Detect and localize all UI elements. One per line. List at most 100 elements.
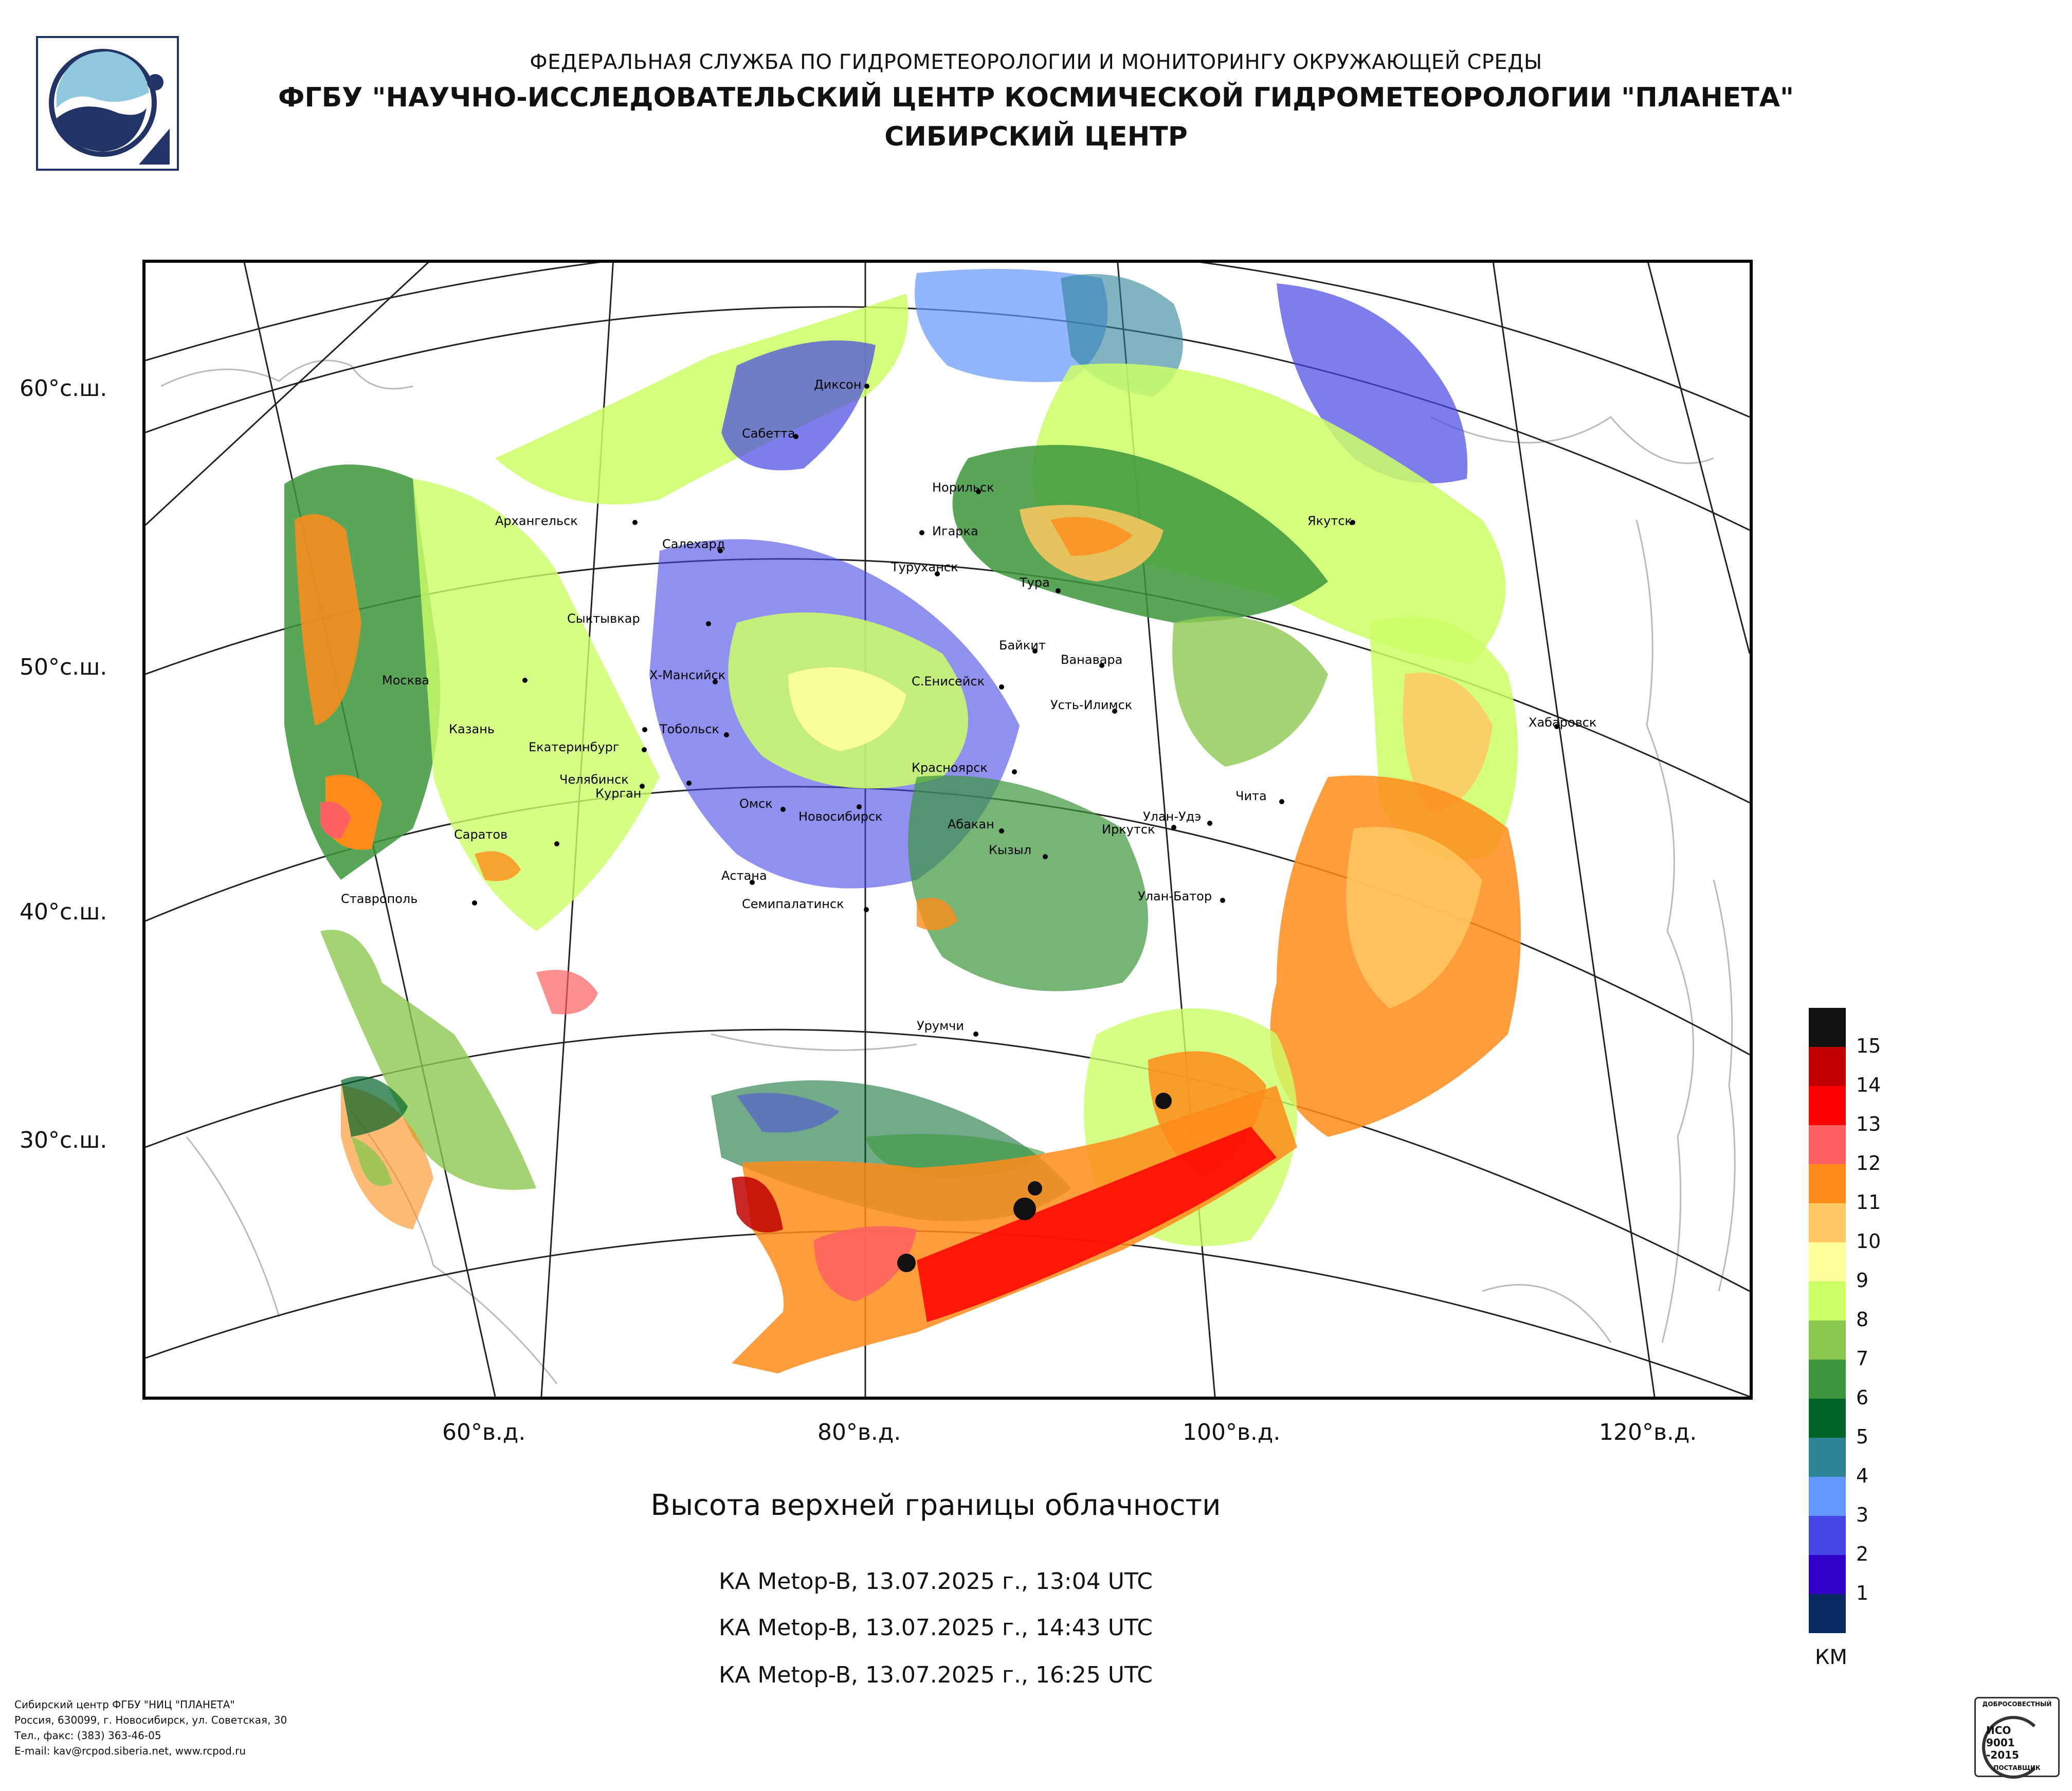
city-label: Астана [721, 869, 767, 883]
legend-label: 1 [1856, 1582, 1869, 1604]
city-label: Новосибирск [798, 809, 883, 824]
legend-swatch [1809, 1047, 1846, 1086]
map-canvas: Архангельск Сыктывкар Москва Казань Екатерин… [146, 263, 1750, 1397]
city-dot [1554, 724, 1559, 729]
city-dot [1099, 663, 1104, 668]
legend-swatch [1809, 1438, 1846, 1477]
city-dot [472, 900, 477, 906]
city-dot [1043, 854, 1048, 859]
legend-swatch [1809, 1516, 1846, 1555]
city-dot [919, 530, 924, 535]
cert-l2: 9001 [1986, 1736, 2015, 1749]
lon-label-80: 80°в.д. [817, 1419, 901, 1445]
city-labels: Архангельск Сыктывкар Москва Казань Екатерин… [341, 377, 1596, 1037]
product-title: Высота верхней границы облачности [650, 1489, 1221, 1522]
city-label: Екатеринбург [529, 740, 619, 754]
pass-3: КА Metop-B, 13.07.2025 г., 16:25 UTC [719, 1662, 1153, 1688]
footer-email: E-mail: kav@rcpod.siberia.net, www.rcpod… [14, 1745, 246, 1757]
legend-swatch [1809, 1477, 1846, 1516]
lat-label-60: 60°с.ш. [20, 375, 107, 402]
city-dot [640, 784, 645, 789]
legend-label: 4 [1856, 1464, 1869, 1487]
city-label: Челябинск [559, 772, 629, 787]
footer-address: Россия, 630099, г. Новосибирск, ул. Сове… [14, 1714, 287, 1726]
cloud-patches [284, 269, 1521, 1373]
iso-certificate-badge: ДОБРОСОВЕСТНЫЙ ИСО 9001 -2015 ПОСТАВЩИК [1974, 1697, 2060, 1779]
city-dot [1220, 898, 1225, 903]
legend-label: 10 [1856, 1230, 1881, 1253]
city-dot [713, 679, 718, 684]
city-label: Москва [382, 673, 429, 688]
city-label: Чита [1235, 789, 1267, 803]
footer-phone: Тел., факс: (383) 363-46-05 [14, 1729, 161, 1742]
planeta-logo [36, 36, 179, 171]
legend-swatch [1809, 1008, 1846, 1047]
city-dot [935, 571, 940, 576]
city-dot [724, 732, 729, 737]
pass-1: КА Metop-B, 13.07.2025 г., 13:04 UTC [719, 1568, 1153, 1595]
lon-label-120: 120°в.д. [1599, 1419, 1697, 1445]
city-dot [718, 548, 723, 553]
city-label: Сыктывкар [567, 611, 640, 626]
lat-label-30: 30°с.ш. [20, 1127, 107, 1153]
city-label: Казань [449, 722, 495, 736]
city-dot [857, 804, 862, 809]
cert-c-mark [1982, 1716, 2045, 1779]
header-institute: ФГБУ "НАУЧНО-ИССЛЕДОВАТЕЛЬСКИЙ ЦЕНТР КОС… [278, 82, 1794, 113]
city-label: Тура [1019, 575, 1050, 590]
city-dot [780, 807, 786, 812]
lon-label-60: 60°в.д. [442, 1419, 526, 1445]
city-dot [864, 384, 869, 389]
legend-swatch [1809, 1086, 1846, 1125]
cert-top: ДОБРОСОВЕСТНЫЙ [1982, 1700, 2052, 1708]
legend-swatch [1809, 1125, 1846, 1164]
legend-swatch [1809, 1320, 1846, 1360]
city-label: Семипалатинск [742, 897, 844, 911]
city-label: Урумчи [917, 1019, 964, 1033]
legend-label: 11 [1856, 1191, 1881, 1214]
city-label: Кызыл [989, 843, 1031, 857]
legend-swatch [1809, 1594, 1846, 1633]
city-dot [632, 520, 638, 525]
legend-label: 9 [1856, 1269, 1869, 1292]
city-label: Игарка [932, 524, 978, 538]
footer-org: Сибирский центр ФГБУ "НИЦ "ПЛАНЕТА" [14, 1698, 235, 1711]
city-dot [976, 489, 981, 494]
city-dot [864, 907, 869, 912]
legend-label: 7 [1856, 1347, 1869, 1370]
city-dot [999, 684, 1004, 690]
city-label: Ванавара [1061, 653, 1122, 667]
city-label: Диксон [814, 377, 861, 392]
legend-label: 12 [1856, 1152, 1881, 1174]
legend-label: 3 [1856, 1504, 1869, 1526]
city-label: Красноярск [912, 761, 988, 775]
legend-swatch [1809, 1203, 1846, 1242]
city-dot [1279, 799, 1284, 804]
cert-bottom: ПОСТАВЩИК [1993, 1764, 2041, 1771]
legend-label: 13 [1856, 1113, 1881, 1135]
city-dot [973, 1032, 978, 1037]
city-dot [706, 621, 711, 626]
city-dot [1171, 825, 1176, 830]
city-label: Х-Мансийск [649, 668, 725, 682]
city-label: С.Енисейск [912, 674, 985, 689]
city-label: Байкит [999, 638, 1046, 653]
city-label: Якутск [1307, 514, 1352, 528]
legend-label: 5 [1856, 1425, 1869, 1448]
city-dot [554, 841, 559, 846]
city-dot [642, 727, 647, 732]
cert-l1: ИСО [1986, 1724, 2011, 1736]
city-dot [1207, 821, 1212, 826]
lat-label-40: 40°с.ш. [20, 899, 107, 925]
city-label: Норильск [932, 480, 994, 495]
city-dot [1056, 588, 1061, 593]
legend-label: 6 [1856, 1386, 1869, 1409]
city-dot [1032, 648, 1038, 654]
legend-swatch [1809, 1281, 1846, 1320]
legend-swatch [1809, 1555, 1846, 1594]
city-label: Улан-Удэ [1143, 809, 1201, 824]
city-dot [1112, 709, 1117, 714]
legend-swatch [1809, 1360, 1846, 1399]
legend-label: 14 [1856, 1074, 1881, 1096]
city-dot [1350, 520, 1355, 525]
